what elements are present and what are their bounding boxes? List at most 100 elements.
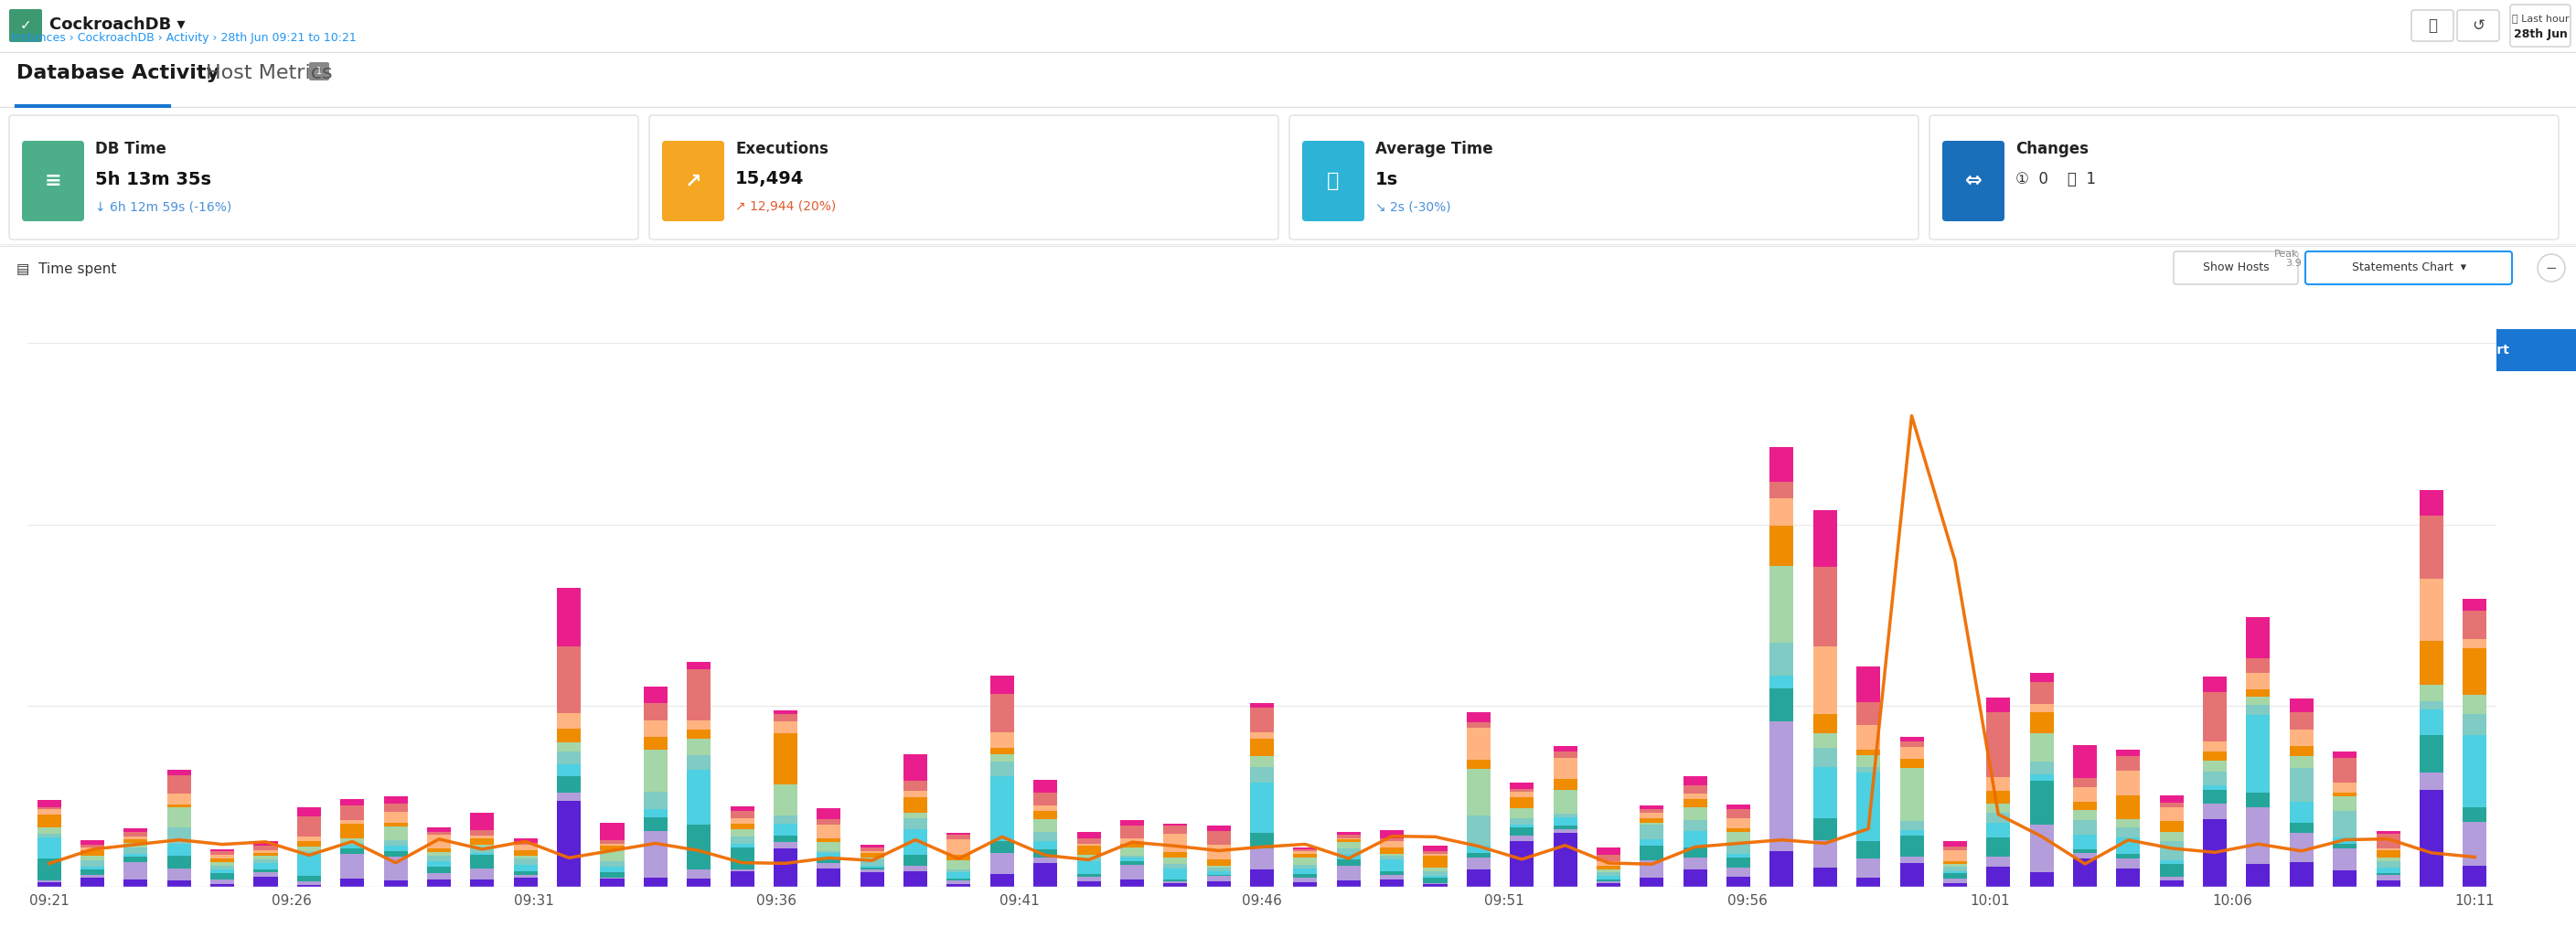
Bar [1814,840,1837,868]
Bar [2030,872,2053,886]
Text: 28th Jun: 28th Jun [2514,29,2568,40]
Bar [2246,617,2269,658]
Bar [989,761,1015,777]
Bar [2463,735,2486,808]
Bar [989,874,1015,886]
Bar [1077,877,1100,882]
Bar [1597,861,1620,866]
Bar [2030,673,2053,683]
Bar [2290,730,2313,746]
Bar [1510,782,1533,789]
Bar [2117,827,2141,838]
Bar [36,834,62,837]
Text: ↗: ↗ [685,172,701,190]
Bar [1337,832,1360,835]
Bar [644,687,667,704]
Bar [1249,738,1275,756]
Bar [556,776,580,793]
FancyBboxPatch shape [2458,10,2499,41]
Bar [2074,745,2097,778]
Bar [1164,881,1188,884]
Bar [729,829,755,836]
Bar [1857,841,1880,858]
Bar [2463,714,2486,735]
FancyBboxPatch shape [10,9,41,42]
Bar [2334,844,2357,848]
Bar [384,881,407,886]
Bar [1425,877,1448,883]
Bar [1164,825,1188,834]
Bar [1337,854,1360,859]
Bar [1814,868,1837,886]
Bar [211,866,234,870]
Bar [296,836,322,840]
Bar [211,855,234,859]
Bar [688,770,711,825]
Bar [773,714,799,721]
Bar [2246,864,2269,886]
Bar [600,877,623,879]
Bar [471,880,495,886]
Bar [2246,793,2269,807]
Bar [1077,844,1100,846]
Bar [904,866,927,871]
FancyBboxPatch shape [1929,115,2558,239]
Bar [2117,854,2141,858]
Bar [124,828,147,832]
Bar [167,856,191,869]
Bar [1466,713,1492,722]
Bar [860,853,884,857]
Bar [384,840,407,846]
Bar [211,859,234,862]
Bar [211,880,234,884]
Bar [1553,829,1577,833]
Bar [600,840,623,844]
Bar [1077,839,1100,844]
Bar [1857,878,1880,886]
Bar [600,824,623,840]
Bar [989,694,1015,733]
Bar [1942,861,1968,864]
Bar [1164,864,1188,869]
Bar [2290,746,2313,756]
Bar [513,843,538,844]
Bar [513,839,538,843]
Bar [2074,820,2097,835]
Bar [2375,861,2401,868]
Bar [644,878,667,886]
Text: ⇔: ⇔ [1965,172,1981,190]
Bar [471,830,495,836]
Bar [729,847,755,870]
Bar [2463,866,2486,886]
Bar [817,852,840,854]
Bar [688,720,711,730]
Bar [729,811,755,818]
Bar [296,876,322,882]
Bar [36,827,62,834]
Bar [2202,772,2226,785]
Bar [1597,881,1620,883]
Text: ↺: ↺ [2473,18,2483,34]
Bar [2117,756,2141,771]
Bar [644,809,667,817]
Bar [2074,835,2097,849]
Bar [1466,727,1492,759]
Bar [600,862,623,867]
Bar [904,818,927,829]
Bar [2030,762,2053,775]
Bar [1121,820,1144,825]
Bar [80,875,103,878]
Bar [989,754,1015,761]
Bar [428,867,451,873]
Bar [255,854,278,855]
Bar [948,880,971,884]
Bar [1726,855,1749,858]
Bar [124,843,147,848]
Bar [2375,881,2401,886]
Bar [167,794,191,805]
Bar [1726,832,1749,844]
Bar [2159,795,2184,803]
Bar [340,843,363,844]
Bar [2159,881,2184,886]
Bar [1899,742,1924,747]
